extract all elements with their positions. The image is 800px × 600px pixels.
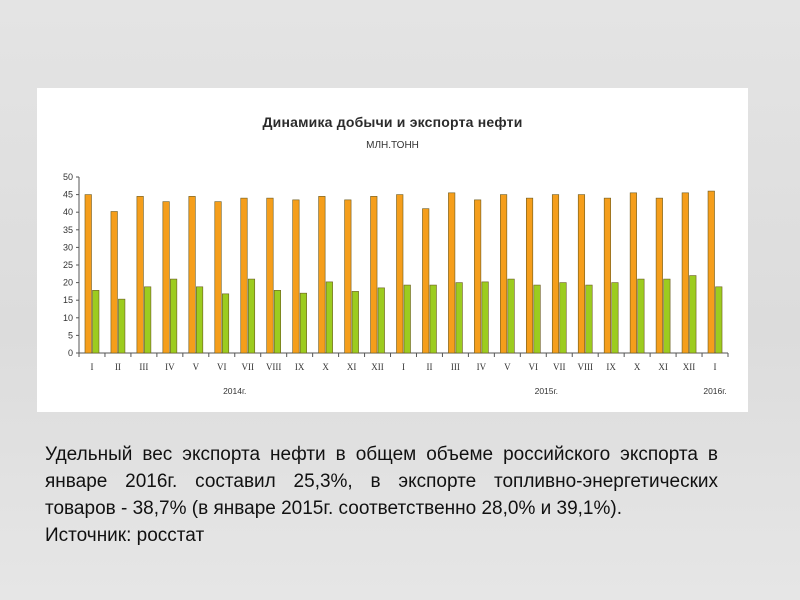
bar-series-2 <box>247 278 256 354</box>
y-tick-label: 15 <box>63 295 73 305</box>
x-tick-label: VII <box>553 362 566 372</box>
year-label: 2015г. <box>535 386 558 396</box>
x-tick-label: X <box>322 362 329 372</box>
bar-series-1 <box>525 197 534 354</box>
bar-series-1 <box>448 192 456 354</box>
x-tick-label: XII <box>371 362 384 372</box>
bar-series-2 <box>689 275 697 354</box>
x-tick-label: II <box>426 362 432 372</box>
y-tick-label: 30 <box>63 242 73 252</box>
bar-series-2 <box>533 284 541 354</box>
bar-series-1 <box>681 192 689 354</box>
bar-series-2 <box>455 282 463 354</box>
bar-series-1 <box>162 201 170 354</box>
year-label: 2016г. <box>703 386 726 396</box>
bar-series-1 <box>318 196 326 354</box>
bar-series-1 <box>214 201 222 354</box>
bar-series-2 <box>507 278 515 354</box>
y-tick-label: 40 <box>63 207 73 217</box>
bar-series-1 <box>500 194 508 354</box>
bar-series-1 <box>344 199 352 354</box>
bar-series-2 <box>221 293 230 354</box>
y-tick-label: 10 <box>63 313 73 323</box>
caption-source: Источник: росстат <box>45 525 205 546</box>
bar-series-2 <box>325 281 333 354</box>
x-tick-label: V <box>504 362 511 372</box>
bar-series-2 <box>144 286 152 354</box>
bar-series-2 <box>663 278 671 354</box>
bar-series-2 <box>585 284 593 354</box>
x-tick-label: VI <box>529 362 539 372</box>
bar-series-1 <box>292 199 300 354</box>
x-tick-label: XII <box>683 362 696 372</box>
x-tick-label: VIII <box>266 362 282 372</box>
bar-series-1 <box>474 199 482 354</box>
x-tick-label: VII <box>241 362 254 372</box>
bar-series-1 <box>266 197 274 354</box>
x-tick-label: V <box>193 362 200 372</box>
bar-series-2 <box>273 290 281 354</box>
y-tick-label: 35 <box>63 225 73 235</box>
bar-series-2 <box>299 292 307 354</box>
x-tick-label: III <box>139 362 148 372</box>
x-tick-label: VIII <box>577 362 593 372</box>
chart-title: Динамика добычи и экспорта нефти <box>262 114 523 130</box>
bar-series-1 <box>577 194 586 354</box>
caption: Удельный вес экспорта нефти в общем объе… <box>45 441 718 549</box>
bar-series-2 <box>170 278 178 354</box>
bar-series-2 <box>559 282 567 354</box>
y-tick-label: 5 <box>68 330 73 340</box>
bar-series-2 <box>611 282 619 354</box>
y-tick-label: 50 <box>63 172 73 182</box>
bar-series-1 <box>370 196 378 354</box>
bar-series-1 <box>603 197 611 354</box>
bar-series-1 <box>396 194 404 354</box>
bar-series-2 <box>403 284 411 354</box>
bar-series-1 <box>707 190 715 354</box>
bar-series-1 <box>422 208 430 354</box>
bar-series-2 <box>637 278 645 354</box>
caption-text: Удельный вес экспорта нефти в общем объе… <box>45 444 718 519</box>
y-tick-label: 0 <box>68 348 73 358</box>
bar-series-2 <box>715 286 723 354</box>
x-tick-label: XI <box>347 362 357 372</box>
y-tick-label: 20 <box>63 278 73 288</box>
chart-panel: 0 5 10 15 20 25 30 35 40 45 50 I II III IV V VI VII VIII IX… <box>37 88 748 412</box>
bar-series-2 <box>351 291 359 354</box>
x-tick-label: III <box>451 362 460 372</box>
x-tick-label: I <box>402 362 405 372</box>
bar-series-1 <box>655 197 663 354</box>
bar-series-1 <box>551 194 560 354</box>
bar-series-2 <box>429 284 437 354</box>
x-tick-label: IX <box>606 362 616 372</box>
bar-series-1 <box>240 197 248 354</box>
bar-series-2 <box>377 287 385 354</box>
bar-series-1 <box>136 196 144 354</box>
bar-series-1 <box>84 194 92 354</box>
bar-series-1 <box>629 192 637 354</box>
x-tick-label: I <box>90 362 93 372</box>
bar-series-2 <box>196 286 204 354</box>
chart-subtitle: МЛН.ТОНН <box>366 140 419 151</box>
y-tick-label: 45 <box>63 190 73 200</box>
x-tick-label: IV <box>165 362 175 372</box>
x-tick-label: XI <box>658 362 668 372</box>
x-tick-label: II <box>115 362 121 372</box>
year-label: 2014г. <box>223 386 246 396</box>
bar-series-2 <box>481 281 489 354</box>
bar-series-2 <box>118 298 126 354</box>
x-tick-label: I <box>714 362 717 372</box>
y-tick-label: 25 <box>63 260 73 270</box>
bar-series-2 <box>92 290 100 354</box>
x-tick-label: VI <box>217 362 227 372</box>
x-tick-label: IV <box>477 362 487 372</box>
bar-series-1 <box>110 211 118 354</box>
x-tick-label: IX <box>295 362 305 372</box>
x-tick-label: X <box>634 362 641 372</box>
bar-series-1 <box>188 196 196 354</box>
